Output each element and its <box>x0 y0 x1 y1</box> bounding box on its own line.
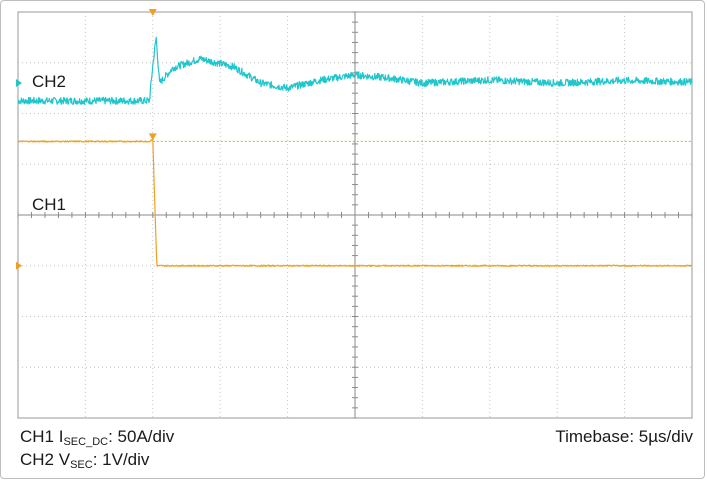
ch1-scale-caption: CH1 ISEC_DC: 50A/div <box>20 427 174 448</box>
ch2-caption-prefix: CH2 V <box>20 450 71 469</box>
ch2-scale-caption: CH2 VSEC: 1V/div <box>20 450 149 471</box>
trace-label-ch2: CH2 <box>32 72 66 91</box>
ch2-caption-scale: : 1V/div <box>92 450 150 469</box>
ch1-caption-subscript: SEC_DC <box>63 436 109 448</box>
ch1-caption-scale: : 50A/div <box>108 427 175 446</box>
ground-marker-ch2 <box>16 79 22 88</box>
ground-marker-ch1 <box>16 261 22 270</box>
ch1-caption-prefix: CH1 I <box>20 427 64 446</box>
trigger-marker-top <box>148 9 157 16</box>
trigger-marker-ch1 <box>148 133 157 141</box>
trace-label-ch1: CH1 <box>32 195 66 214</box>
ch2-caption-subscript: SEC <box>70 459 93 471</box>
markers <box>16 9 157 270</box>
graticule <box>17 11 693 419</box>
traces <box>17 36 693 267</box>
trace-labels: CH2 CH1 <box>32 72 66 214</box>
trace-ch2 <box>17 36 693 105</box>
timebase-caption: Timebase: 5µs/div <box>555 427 693 446</box>
trace-ch1 <box>17 137 693 267</box>
